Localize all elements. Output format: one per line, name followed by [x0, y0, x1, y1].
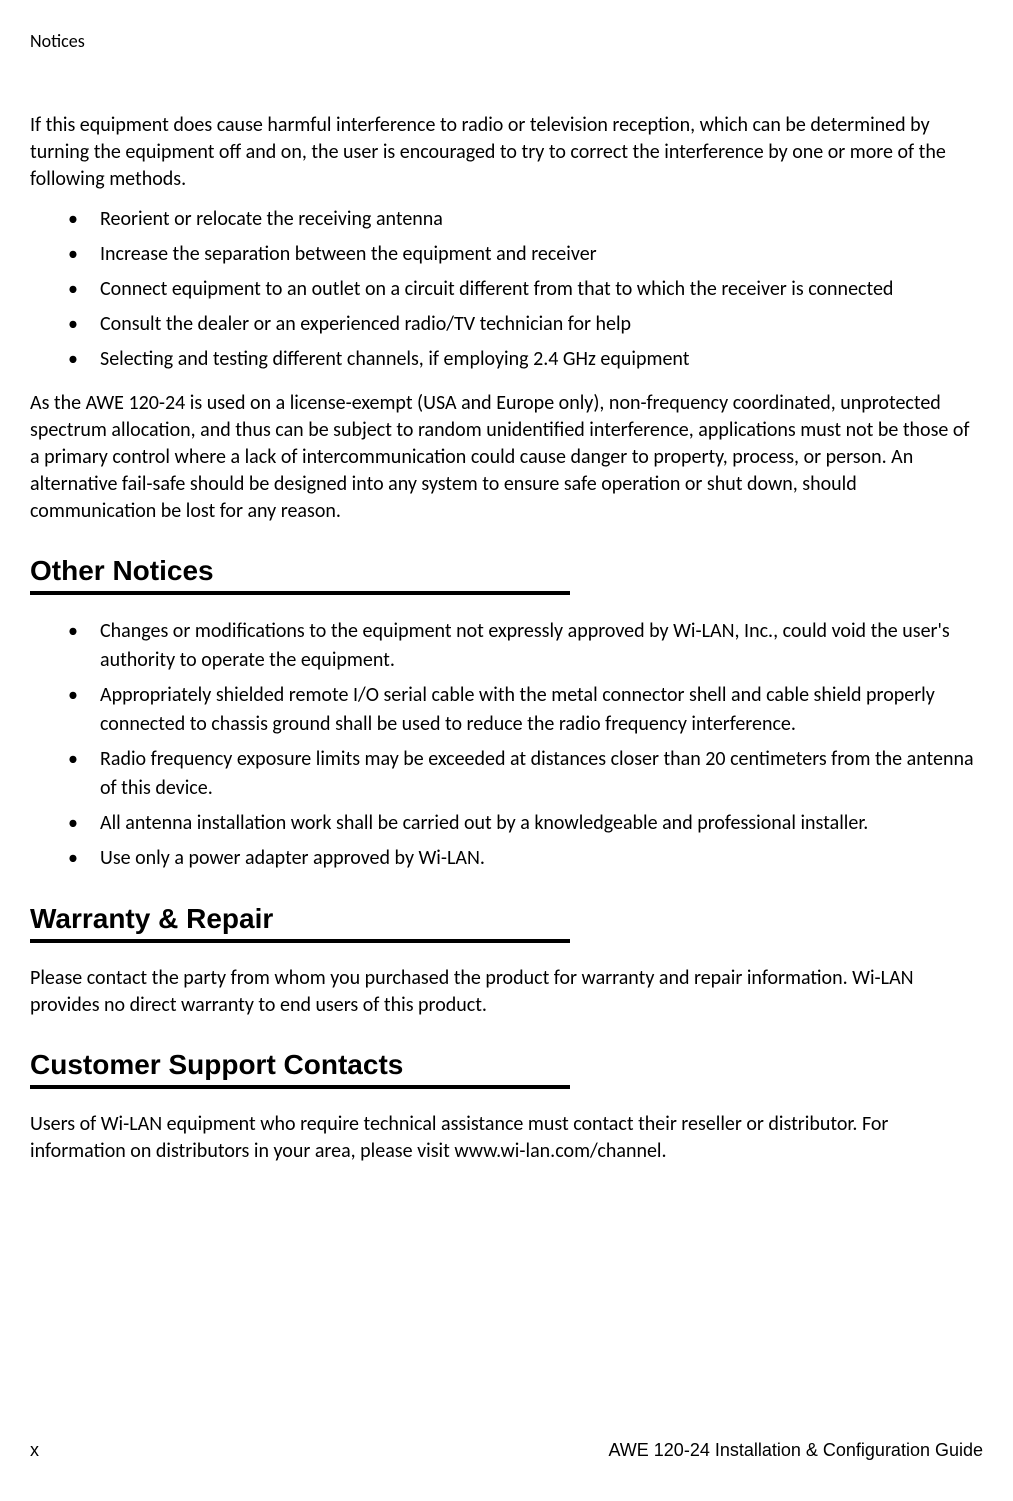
page-footer: x AWE 120-24 Installation & Configuratio… — [0, 1440, 1013, 1461]
list-item: Use only a power adapter approved by Wi-… — [30, 844, 983, 873]
support-paragraph: Users of Wi-LAN equipment who require te… — [30, 1111, 983, 1165]
list-item: All antenna installation work shall be c… — [30, 809, 983, 838]
list-item: Connect equipment to an outlet on a circ… — [30, 275, 983, 304]
page-header-label: Notices — [30, 30, 983, 52]
list-item: Increase the separation between the equi… — [30, 240, 983, 269]
list-item: Appropriately shielded remote I/O serial… — [30, 681, 983, 739]
list-item: Changes or modifications to the equipmen… — [30, 617, 983, 675]
warranty-paragraph: Please contact the party from whom you p… — [30, 965, 983, 1019]
other-notices-heading: Other Notices — [30, 555, 983, 587]
list-item: Selecting and testing different channels… — [30, 345, 983, 374]
list-item: Consult the dealer or an experienced rad… — [30, 310, 983, 339]
section-rule — [30, 1085, 570, 1089]
intro-paragraph-2: As the AWE 120-24 is used on a license-e… — [30, 390, 983, 525]
intro-paragraph-1: If this equipment does cause harmful int… — [30, 112, 983, 193]
section-rule — [30, 591, 570, 595]
list-item: Radio frequency exposure limits may be e… — [30, 745, 983, 803]
warranty-heading: Warranty & Repair — [30, 903, 983, 935]
list-item: Reorient or relocate the receiving anten… — [30, 205, 983, 234]
support-heading: Customer Support Contacts — [30, 1049, 983, 1081]
section-rule — [30, 939, 570, 943]
other-notices-bullet-list: Changes or modifications to the equipmen… — [30, 617, 983, 873]
page-number: x — [30, 1440, 39, 1461]
footer-title: AWE 120-24 Installation & Configuration … — [608, 1440, 983, 1461]
intro-bullet-list: Reorient or relocate the receiving anten… — [30, 205, 983, 374]
